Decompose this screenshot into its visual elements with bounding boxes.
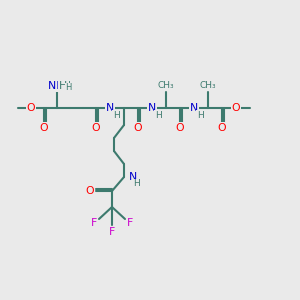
- Text: H: H: [65, 83, 71, 92]
- Text: O: O: [176, 123, 184, 133]
- Text: F: F: [127, 218, 133, 228]
- Text: O: O: [134, 123, 142, 133]
- Text: O: O: [92, 123, 100, 133]
- Text: N: N: [48, 81, 56, 91]
- Text: O: O: [86, 186, 94, 196]
- Text: O: O: [218, 123, 226, 133]
- Text: H: H: [112, 110, 119, 119]
- Text: F: F: [109, 227, 115, 237]
- Text: F: F: [91, 218, 97, 228]
- Text: N: N: [148, 103, 156, 113]
- Text: N: N: [106, 103, 114, 113]
- Text: N: N: [129, 172, 137, 182]
- Text: H: H: [133, 179, 140, 188]
- Text: N: N: [190, 103, 198, 113]
- Text: CH₃: CH₃: [158, 82, 174, 91]
- Text: O: O: [40, 123, 48, 133]
- Text: H: H: [59, 81, 67, 91]
- Text: NH: NH: [49, 81, 65, 91]
- Text: H: H: [63, 82, 69, 91]
- Text: O: O: [27, 103, 35, 113]
- Text: CH₃: CH₃: [200, 82, 216, 91]
- Text: H: H: [196, 110, 203, 119]
- Text: O: O: [232, 103, 240, 113]
- Text: H: H: [154, 110, 161, 119]
